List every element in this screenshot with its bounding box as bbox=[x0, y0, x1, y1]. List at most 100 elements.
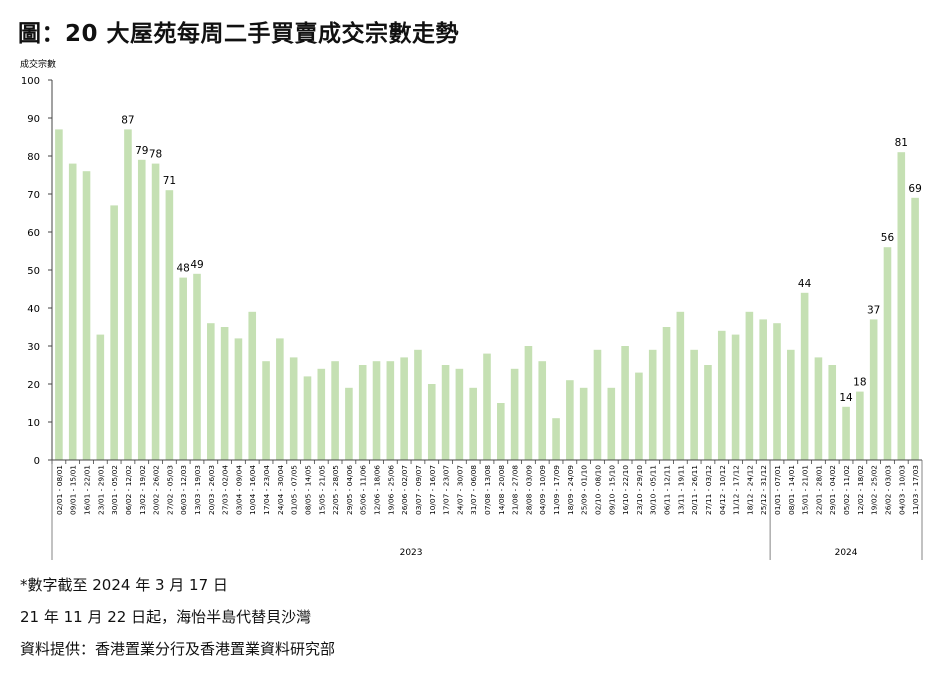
data-label: 48 bbox=[177, 263, 190, 275]
y-tick-label: 30 bbox=[27, 342, 40, 353]
x-tick-label: 15/05 - 21/05 bbox=[317, 465, 326, 515]
y-tick-label: 20 bbox=[27, 380, 40, 391]
x-tick-label: 22/01 - 28/01 bbox=[814, 465, 823, 515]
bar bbox=[662, 327, 671, 460]
bar bbox=[621, 346, 629, 460]
bar bbox=[55, 129, 63, 460]
x-tick-label: 02/10 - 08/10 bbox=[593, 465, 602, 515]
bar bbox=[524, 346, 533, 460]
x-tick-label: 15/01 - 21/01 bbox=[801, 465, 810, 515]
y-axis-title: 成交宗數 bbox=[20, 58, 56, 70]
bar bbox=[110, 205, 118, 460]
bar bbox=[207, 323, 215, 460]
data-label: 37 bbox=[867, 304, 880, 316]
bar bbox=[676, 311, 685, 460]
bar bbox=[248, 311, 257, 460]
bar bbox=[648, 349, 657, 460]
data-label: 81 bbox=[895, 137, 908, 149]
x-tick-label: 22/05 - 28/05 bbox=[331, 465, 340, 515]
x-tick-label: 17/04 - 23/04 bbox=[262, 465, 271, 515]
data-label: 14 bbox=[839, 392, 853, 404]
bar bbox=[372, 361, 381, 460]
x-tick-label: 29/01 - 04/02 bbox=[828, 465, 837, 515]
x-tick-label: 13/03 - 19/03 bbox=[193, 465, 202, 515]
bar bbox=[497, 403, 505, 460]
x-tick-label: 18/12 - 24/12 bbox=[745, 465, 754, 515]
footnote-estate-change: 21 年 11 月 22 日起，海怡半島代替貝沙灣 bbox=[20, 608, 312, 626]
bar bbox=[483, 353, 491, 460]
bar bbox=[317, 368, 326, 460]
x-tick-label: 23/01 - 29/01 bbox=[96, 465, 105, 515]
x-tick-label: 10/07 - 16/07 bbox=[428, 465, 437, 515]
x-tick-label: 03/07 - 09/07 bbox=[414, 465, 423, 515]
x-tick-label: 04/12 - 10/12 bbox=[718, 465, 727, 515]
x-tick-label: 19/02 - 25/02 bbox=[870, 465, 879, 515]
x-tick-label: 21/08 - 27/08 bbox=[511, 465, 520, 515]
x-tick-label: 11/09 - 17/09 bbox=[552, 465, 561, 515]
bar bbox=[552, 418, 560, 460]
bar bbox=[704, 365, 712, 460]
x-tick-label: 24/07 - 30/07 bbox=[455, 465, 464, 515]
y-tick-label: 0 bbox=[34, 456, 40, 467]
y-tick-label: 10 bbox=[27, 418, 40, 429]
bar bbox=[773, 323, 781, 460]
bar bbox=[869, 319, 878, 460]
x-tick-label: 10/04 - 16/04 bbox=[248, 465, 257, 515]
bar bbox=[276, 338, 284, 460]
bar bbox=[386, 361, 395, 460]
x-tick-label: 30/10 - 05/11 bbox=[649, 465, 658, 515]
bar bbox=[289, 357, 298, 460]
x-tick-label: 01/01 - 07/01 bbox=[773, 465, 782, 515]
footnote-date: *數字截至 2024 年 3 月 17 日 bbox=[20, 576, 228, 594]
x-tick-label: 27/03 - 02/04 bbox=[221, 465, 230, 515]
bar bbox=[800, 292, 809, 460]
x-tick-label: 13/02 - 19/02 bbox=[138, 465, 147, 515]
x-tick-label: 04/09 - 10/09 bbox=[538, 465, 547, 515]
data-label: 69 bbox=[908, 183, 921, 195]
x-tick-label: 20/02 - 26/02 bbox=[152, 465, 161, 515]
bar bbox=[717, 330, 726, 460]
data-label: 78 bbox=[149, 149, 162, 161]
bar bbox=[303, 376, 312, 460]
bar bbox=[635, 372, 643, 460]
bar bbox=[883, 247, 892, 460]
bar bbox=[137, 159, 146, 461]
x-tick-label: 05/02 - 11/02 bbox=[842, 465, 851, 515]
x-tick-label: 07/08 - 13/08 bbox=[483, 465, 492, 515]
year-label: 2024 bbox=[835, 548, 858, 558]
x-tick-label: 17/07 - 23/07 bbox=[442, 465, 451, 515]
y-tick-label: 80 bbox=[27, 152, 40, 163]
x-tick-label: 25/09 - 01/10 bbox=[580, 465, 589, 515]
x-tick-label: 06/02 - 12/02 bbox=[124, 465, 133, 515]
x-tick-label: 01/05 - 07/05 bbox=[290, 465, 299, 515]
x-tick-label: 16/10 - 22/10 bbox=[621, 465, 630, 515]
x-tick-label: 12/06 - 18/06 bbox=[373, 465, 382, 515]
bar bbox=[165, 190, 174, 460]
bar bbox=[82, 171, 91, 460]
bar bbox=[414, 349, 422, 460]
page-title: 圖：20 大屋苑每周二手買賣成交宗數走勢 bbox=[18, 21, 460, 47]
y-tick-label: 60 bbox=[27, 228, 40, 239]
bar bbox=[124, 129, 132, 460]
bar bbox=[579, 387, 588, 460]
bar bbox=[538, 361, 547, 460]
x-tick-label: 30/01 - 05/02 bbox=[110, 465, 119, 515]
bar bbox=[787, 349, 795, 460]
y-tick-label: 40 bbox=[27, 304, 40, 315]
x-tick-label: 26/06 - 02/07 bbox=[400, 465, 409, 515]
bar bbox=[842, 406, 850, 460]
bar bbox=[179, 277, 187, 460]
bar bbox=[607, 387, 616, 460]
x-tick-label: 08/01 - 14/01 bbox=[787, 465, 796, 515]
bar bbox=[911, 197, 919, 461]
bar bbox=[469, 387, 477, 460]
x-tick-label: 18/09 - 24/09 bbox=[566, 465, 575, 515]
bar bbox=[193, 273, 201, 460]
x-tick-label: 08/05 - 14/05 bbox=[303, 465, 312, 515]
bar bbox=[759, 319, 767, 460]
x-tick-label: 12/02 - 18/02 bbox=[856, 465, 865, 515]
x-tick-label: 02/01 - 08/01 bbox=[55, 465, 64, 515]
x-tick-label: 11/03 - 17/03 bbox=[911, 465, 920, 515]
data-label: 18 bbox=[853, 377, 866, 389]
